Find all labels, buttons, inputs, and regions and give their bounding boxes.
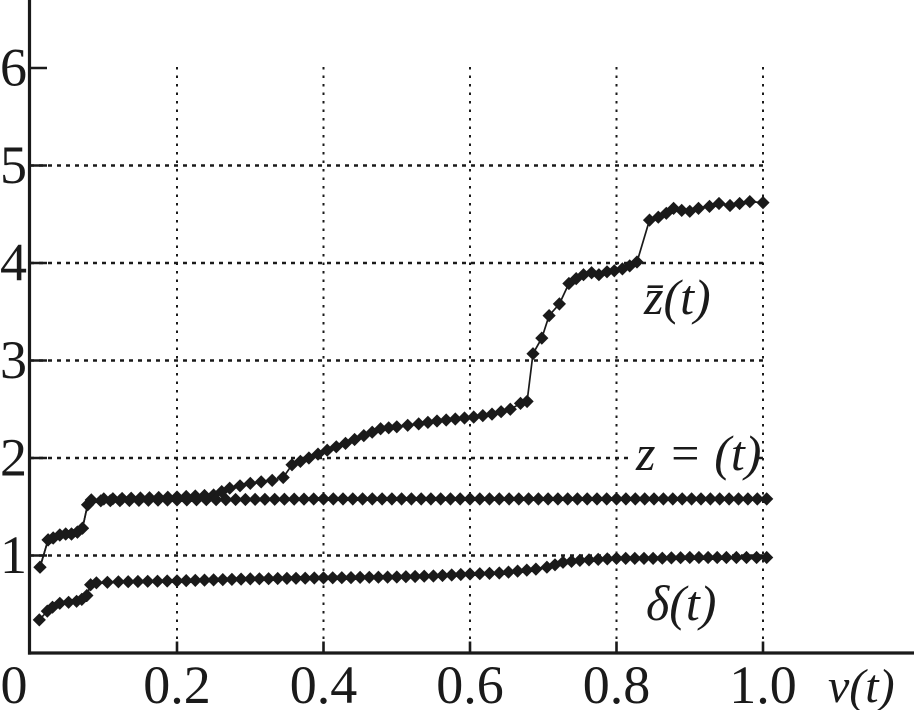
grid-layer: [30, 67, 765, 653]
series-markers-zeq: [33, 492, 774, 574]
x-tick-label: 0.2: [143, 655, 211, 710]
series-label-background: [628, 432, 758, 478]
series-label-delta: δ(t): [646, 575, 716, 631]
x-tick-label: 0: [1, 655, 28, 710]
axis-layer: [27, 0, 914, 655]
y-tick-label: 6: [0, 38, 27, 98]
curve-layer: [32, 195, 774, 627]
series-line-zbar: [39, 200, 764, 568]
x-axis-label: v(t): [828, 660, 895, 710]
y-tick-label: 4: [0, 233, 27, 293]
x-tick-label: 0.6: [436, 655, 504, 710]
series-markers-delta: [32, 550, 774, 627]
series-label-zbar: z̄(t): [643, 269, 711, 325]
label-layer: 1 2 3 4 5 6 0 0.2 0.4 0.6 0.8 1.0 z̄(t) z = (t) δ(t) v(…: [0, 38, 895, 710]
y-tick-label: 5: [0, 135, 27, 195]
series-markers-zbar: [33, 195, 770, 574]
x-tick-label: 0.8: [583, 655, 651, 710]
y-tick-label: 3: [0, 330, 27, 390]
x-tick-label: 0.4: [290, 655, 358, 710]
y-tick-label: 1: [0, 525, 27, 585]
x-tick-label: 1.0: [729, 655, 797, 710]
y-tick-label: 2: [0, 428, 27, 488]
series-label-zeq: z = (t): [635, 425, 761, 481]
